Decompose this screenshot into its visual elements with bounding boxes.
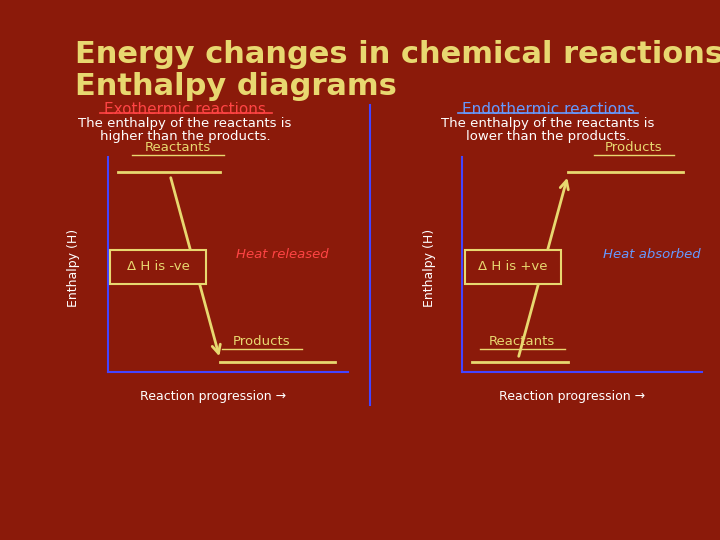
- Text: Energy changes in chemical reactions –: Energy changes in chemical reactions –: [75, 40, 720, 69]
- Text: Products: Products: [233, 335, 291, 348]
- Text: Enthalpy (H): Enthalpy (H): [423, 229, 436, 307]
- Text: Endothermic reactions: Endothermic reactions: [462, 102, 634, 117]
- Text: Reaction progression →: Reaction progression →: [140, 390, 286, 403]
- Text: Δ H is -ve: Δ H is -ve: [127, 260, 189, 273]
- Text: Reactants: Reactants: [145, 141, 211, 154]
- Text: The enthalpy of the reactants is: The enthalpy of the reactants is: [78, 117, 292, 130]
- Text: Exothermic reactions: Exothermic reactions: [104, 102, 266, 117]
- Text: Products: Products: [606, 141, 663, 154]
- FancyBboxPatch shape: [465, 250, 561, 284]
- Text: Δ H is +ve: Δ H is +ve: [478, 260, 548, 273]
- Text: Enthalpy (H): Enthalpy (H): [68, 229, 81, 307]
- Text: lower than the products.: lower than the products.: [466, 130, 630, 143]
- Text: Enthalpy diagrams: Enthalpy diagrams: [75, 72, 397, 101]
- Text: Reactants: Reactants: [489, 335, 555, 348]
- Text: Heat released: Heat released: [235, 248, 328, 261]
- Text: The enthalpy of the reactants is: The enthalpy of the reactants is: [441, 117, 654, 130]
- Text: higher than the products.: higher than the products.: [99, 130, 270, 143]
- Text: Reaction progression →: Reaction progression →: [499, 390, 645, 403]
- Text: Heat absorbed: Heat absorbed: [603, 248, 701, 261]
- FancyBboxPatch shape: [110, 250, 206, 284]
